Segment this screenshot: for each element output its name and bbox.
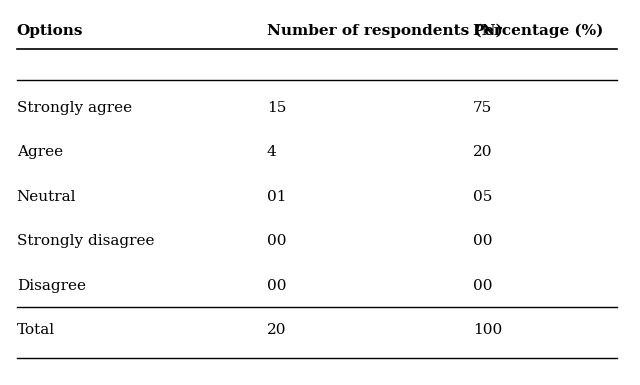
Text: 20: 20 bbox=[473, 145, 493, 159]
Text: Number of respondents (N): Number of respondents (N) bbox=[267, 23, 502, 38]
Text: Agree: Agree bbox=[17, 145, 63, 159]
Text: 4: 4 bbox=[267, 145, 276, 159]
Text: Options: Options bbox=[17, 23, 83, 37]
Text: Disagree: Disagree bbox=[17, 278, 86, 293]
Text: 15: 15 bbox=[267, 101, 286, 115]
Text: 00: 00 bbox=[473, 278, 493, 293]
Text: 00: 00 bbox=[267, 234, 286, 248]
Text: Strongly disagree: Strongly disagree bbox=[17, 234, 154, 248]
Text: 01: 01 bbox=[267, 190, 286, 204]
Text: Percentage (%): Percentage (%) bbox=[473, 23, 604, 38]
Text: Neutral: Neutral bbox=[17, 190, 76, 204]
Text: Total: Total bbox=[17, 323, 55, 337]
Text: 00: 00 bbox=[267, 278, 286, 293]
Text: 100: 100 bbox=[473, 323, 502, 337]
Text: Strongly agree: Strongly agree bbox=[17, 101, 132, 115]
Text: 75: 75 bbox=[473, 101, 492, 115]
Text: 05: 05 bbox=[473, 190, 493, 204]
Text: 20: 20 bbox=[267, 323, 286, 337]
Text: 00: 00 bbox=[473, 234, 493, 248]
